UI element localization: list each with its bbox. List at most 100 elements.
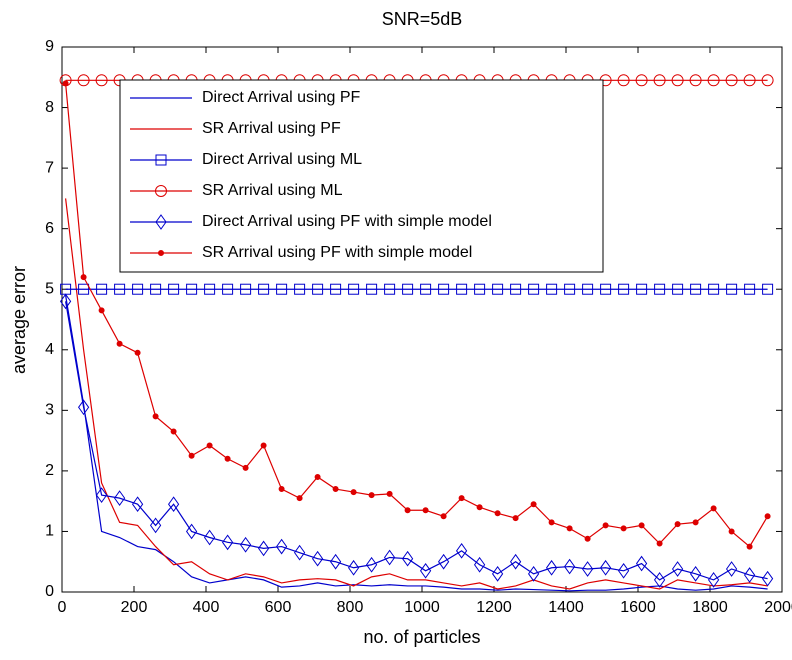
marker <box>419 562 432 579</box>
x-tick-label: 0 <box>58 599 67 616</box>
marker <box>242 464 249 471</box>
marker <box>492 283 504 295</box>
y-tick-label: 9 <box>45 38 54 55</box>
marker <box>366 283 378 295</box>
marker <box>476 504 483 511</box>
marker <box>155 214 167 230</box>
marker <box>275 538 288 555</box>
marker <box>581 561 594 577</box>
marker <box>761 74 774 87</box>
marker <box>764 513 771 520</box>
y-axis-label: average error <box>9 266 29 374</box>
x-tick-label: 1200 <box>476 599 512 616</box>
marker <box>564 283 576 295</box>
legend-label: SR Arrival using PF with simple model <box>202 244 472 261</box>
marker <box>62 80 69 87</box>
marker <box>185 523 198 540</box>
marker <box>77 399 90 416</box>
marker <box>206 442 213 449</box>
marker <box>473 556 486 573</box>
marker <box>438 283 450 295</box>
marker <box>95 487 108 503</box>
legend-label: SR Arrival using ML <box>202 182 343 199</box>
marker <box>548 519 555 526</box>
series-line <box>65 295 768 592</box>
marker <box>95 74 108 87</box>
marker <box>726 283 738 295</box>
marker <box>384 283 396 295</box>
legend-box <box>119 79 604 273</box>
y-tick-label: 1 <box>45 523 54 540</box>
marker <box>240 283 252 295</box>
marker <box>600 283 612 295</box>
marker <box>98 307 105 314</box>
legend-label: Direct Arrival using ML <box>202 151 362 168</box>
marker <box>420 283 432 295</box>
marker <box>170 428 177 435</box>
marker <box>743 74 756 87</box>
series-line <box>65 198 768 590</box>
marker <box>653 74 666 87</box>
marker <box>761 570 774 587</box>
legend-label: Direct Arrival using PF <box>202 89 360 106</box>
marker <box>188 452 195 459</box>
marker <box>116 340 123 347</box>
marker <box>114 283 126 295</box>
marker <box>113 490 126 506</box>
x-tick-label: 1400 <box>548 599 584 616</box>
marker <box>692 519 699 526</box>
marker <box>239 536 252 553</box>
y-tick-label: 2 <box>45 462 54 479</box>
marker <box>563 558 576 575</box>
marker <box>620 525 627 532</box>
marker <box>311 550 324 567</box>
marker <box>456 283 468 295</box>
x-tick-label: 800 <box>337 599 364 616</box>
marker <box>350 489 357 496</box>
series-line <box>65 83 769 548</box>
marker <box>348 283 360 295</box>
marker <box>653 572 666 588</box>
marker <box>707 572 720 588</box>
x-tick-label: 400 <box>193 599 220 616</box>
marker <box>654 283 666 295</box>
marker <box>168 283 180 295</box>
x-tick-label: 2000 <box>764 599 792 616</box>
marker <box>638 522 645 529</box>
series-line <box>65 301 768 581</box>
marker <box>635 555 648 572</box>
marker <box>455 542 468 559</box>
x-tick-label: 200 <box>121 599 148 616</box>
marker <box>134 349 141 356</box>
marker <box>582 283 594 295</box>
marker <box>96 283 108 295</box>
marker <box>672 283 684 295</box>
marker <box>152 413 159 420</box>
marker <box>689 74 702 87</box>
marker <box>602 522 609 529</box>
marker <box>224 455 231 462</box>
marker <box>510 283 522 295</box>
marker <box>584 535 591 542</box>
legend: Direct Arrival using PF SR Arrival using … <box>119 79 604 273</box>
marker <box>131 496 144 513</box>
marker <box>708 283 720 295</box>
marker <box>404 507 411 514</box>
marker <box>690 283 702 295</box>
marker <box>440 513 447 520</box>
marker <box>330 283 342 295</box>
marker <box>293 544 306 561</box>
marker <box>725 561 738 577</box>
marker <box>77 74 90 87</box>
y-tick-label: 0 <box>45 583 54 600</box>
marker <box>617 74 630 87</box>
marker <box>710 505 717 512</box>
marker <box>383 549 396 566</box>
y-tick-label: 6 <box>45 220 54 237</box>
x-tick-label: 1800 <box>692 599 728 616</box>
y-tick-label: 3 <box>45 402 54 419</box>
marker <box>671 74 684 87</box>
marker <box>401 550 414 567</box>
marker <box>221 534 234 551</box>
